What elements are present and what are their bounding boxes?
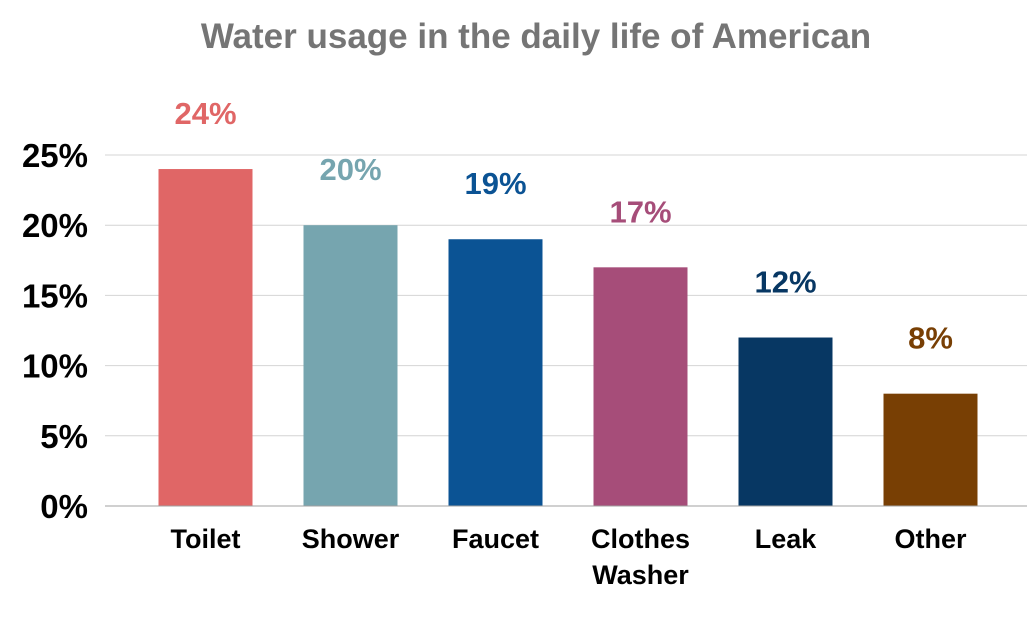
bar [158,169,253,507]
y-tick-label: 20% [22,207,88,244]
x-axis-ticks: Toilet Shower Faucet Clothes Washer Leak Other [171,524,967,590]
data-label: 19% [464,166,526,201]
bar [593,267,688,506]
y-tick-label: 15% [22,277,88,314]
bar [883,393,978,506]
y-tick-label: 5% [40,418,88,455]
x-tick-label: Other [894,524,967,554]
y-tick-label: 25% [22,137,88,174]
x-tick-label: Toilet [171,524,241,554]
bar [303,225,398,506]
data-label: 20% [319,152,381,187]
y-tick-label: 0% [40,488,88,525]
bars [158,169,978,507]
bar [448,239,543,507]
data-label: 12% [754,265,816,300]
data-label: 17% [609,194,671,229]
y-axis-ticks: 0% 5% 10% 15% 20% 25% [22,137,88,525]
x-tick-label: Faucet [452,524,539,554]
x-tick-label: Shower [302,524,400,554]
x-tick-label: Leak [755,524,818,554]
y-tick-label: 10% [22,348,88,385]
gridlines [105,154,1027,437]
x-tick-label: Clothes Washer [591,524,690,590]
data-label: 24% [174,96,236,131]
bar [738,337,833,506]
data-labels: 24% 20% 19% 17% 12% 8% [174,96,952,356]
data-label: 8% [908,321,953,356]
chart-title: Water usage in the daily life of America… [201,17,871,56]
